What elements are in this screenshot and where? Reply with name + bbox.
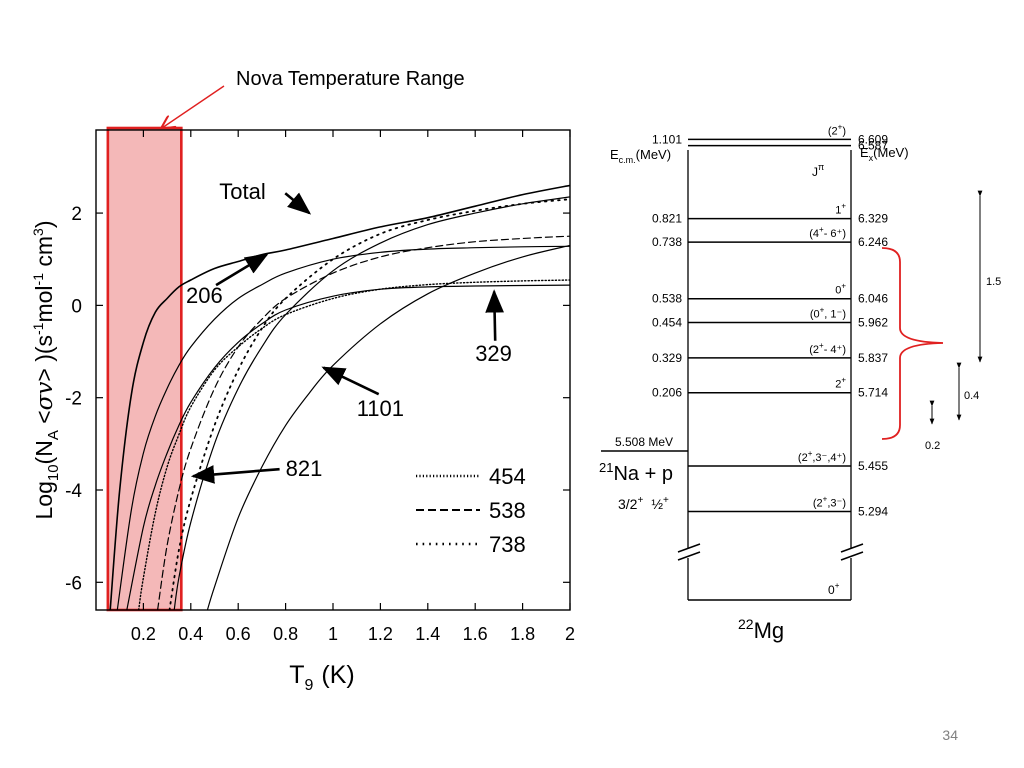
level-jpi-6.329: 1+ <box>835 202 846 217</box>
annotation-329: 329 <box>475 341 512 366</box>
legend-label-738: 738 <box>489 532 526 557</box>
level-ex-5.294: 5.294 <box>858 505 888 519</box>
level-jpi-6.046: 0+ <box>835 282 846 297</box>
nova-callout-label: Nova Temperature Range <box>236 68 465 90</box>
level-ecm-0.206: 0.206 <box>652 386 682 400</box>
level-ecm-0.329: 0.329 <box>652 351 682 365</box>
ground-jpi: 0+ <box>828 581 840 597</box>
level-ecm-0.738: 0.738 <box>652 235 682 249</box>
y-tick-label: 0 <box>71 296 82 317</box>
level-jpi-6.609: (2+) <box>828 122 846 137</box>
nova-range-highlight-layer <box>106 126 183 612</box>
jpi-header: Jπ <box>812 162 824 179</box>
level-ecm-0.538: 0.538 <box>652 292 682 306</box>
level-jpi-5.962: (0+, 1⁻) <box>810 306 846 321</box>
level-ex-6.587: 6.587 <box>858 139 888 153</box>
annotation-arrow-329 <box>485 289 504 341</box>
level-ecm-0.454: 0.454 <box>652 316 682 330</box>
reaction-rate-chart: 0.2 0.4 0.6 0.8 1 1.2 1.4 1.6 1.8 2 2 0 -2 -4 -6 Total… <box>30 126 575 694</box>
y-axis-label: Log10(NA <σv> )(s-1mol-1 cm3) <box>30 220 62 519</box>
level-ex-5.455: 5.455 <box>858 459 888 473</box>
x-tick-label: 0.6 <box>226 624 251 644</box>
reaction-spins: 3/2+ ½+ <box>618 495 669 512</box>
right-break-mark-2 <box>840 551 864 561</box>
range-label-1.5: 1.5 <box>986 276 1001 288</box>
y-tick-label: -2 <box>65 389 82 410</box>
level-jpi-5.714: 2+ <box>835 376 846 391</box>
legend-label-538: 538 <box>489 498 526 523</box>
y-tick-label: -6 <box>65 573 82 594</box>
series-line-738 <box>168 198 570 610</box>
callout-arrow <box>162 85 225 128</box>
x-tick-label: 1.6 <box>463 624 488 644</box>
right-break-mark-1 <box>840 543 864 553</box>
x-tick-label: 1.8 <box>510 624 535 644</box>
x-tick-label: 1 <box>328 624 338 644</box>
annotation-arrow-1101 <box>321 366 380 396</box>
x-tick-label: 0.8 <box>273 624 298 644</box>
legend: 454 538 738 <box>416 464 526 557</box>
reaction-label: 21Na + p <box>599 460 673 485</box>
annotation-layer: Total 206 329 1101 821 <box>186 179 512 484</box>
page-number: 34 <box>942 727 958 743</box>
annotation-arrow-206 <box>215 253 269 287</box>
series-line-1101 <box>206 244 570 610</box>
x-tick-label: 0.2 <box>131 624 156 644</box>
left-break-mark-2 <box>677 551 701 561</box>
legend-label-454: 454 <box>489 464 526 489</box>
series-line-Total <box>109 184 570 610</box>
level-jpi-5.455: (2+,3⁻,4⁺) <box>798 449 846 464</box>
level-jpi-6.246: (4+- 6⁺) <box>809 225 846 240</box>
ex-header: Ex(MeV) <box>860 145 909 163</box>
range-label-0.2: 0.2 <box>925 440 940 452</box>
x-axis-label: T9 (K) <box>289 661 355 694</box>
level-ecm-0.821: 0.821 <box>652 212 682 226</box>
level-ecm-1.101: 1.101 <box>652 132 682 146</box>
levels: 6.609 1.101 (2+) 6.587 6.329 0.821 1+ 6.246 0.73… <box>652 122 888 518</box>
level-ex-6.246: 6.246 <box>858 235 888 249</box>
ecm-header: Ec.m.(MeV) <box>610 147 671 165</box>
nucleus-label: 22Mg <box>738 616 784 643</box>
x-tick-label: 1.4 <box>415 624 440 644</box>
annotation-821: 821 <box>286 456 323 481</box>
series-line-329 <box>126 284 570 610</box>
level-ex-5.837: 5.837 <box>858 351 888 365</box>
level-jpi-5.837: (2+- 4⁺) <box>809 341 846 356</box>
level-ex-6.329: 6.329 <box>858 212 888 226</box>
x-tick-label: 2 <box>565 624 575 644</box>
level-jpi-5.294: (2+,3⁻) <box>813 495 846 510</box>
annotation-Total: Total <box>219 179 265 204</box>
nova-range-band <box>106 126 183 612</box>
left-break-mark-1 <box>677 543 701 553</box>
annotation-1101: 1101 <box>357 396 404 421</box>
axis-ticks: 0.2 0.4 0.6 0.8 1 1.2 1.4 1.6 1.8 2 2 0 -2 -4 -6 <box>65 130 575 644</box>
series-line-206 <box>116 245 570 610</box>
x-tick-label: 1.2 <box>368 624 393 644</box>
series-layer <box>109 184 570 610</box>
y-tick-label: 2 <box>71 204 82 225</box>
annotation-arrow-Total <box>284 192 312 215</box>
threshold-label: 5.508 MeV <box>615 435 673 449</box>
level-ex-6.609: 6.609 <box>858 132 888 146</box>
x-tick-label: 0.4 <box>178 624 203 644</box>
y-tick-label: -4 <box>65 481 82 502</box>
level-ex-5.962: 5.962 <box>858 316 888 330</box>
series-line-454 <box>138 279 570 610</box>
nova-levels-brace <box>881 247 944 440</box>
level-ex-6.046: 6.046 <box>858 292 888 306</box>
level-scheme-diagram: Ec.m.(MeV) Ex(MeV) Jπ 0+ 5.508 MeV 21Na … <box>599 122 1001 643</box>
range-label-0.4: 0.4 <box>964 390 979 402</box>
annotation-arrow-821 <box>190 465 280 484</box>
series-line-538 <box>157 235 570 610</box>
level-ex-5.714: 5.714 <box>858 386 888 400</box>
annotation-206: 206 <box>186 283 223 308</box>
